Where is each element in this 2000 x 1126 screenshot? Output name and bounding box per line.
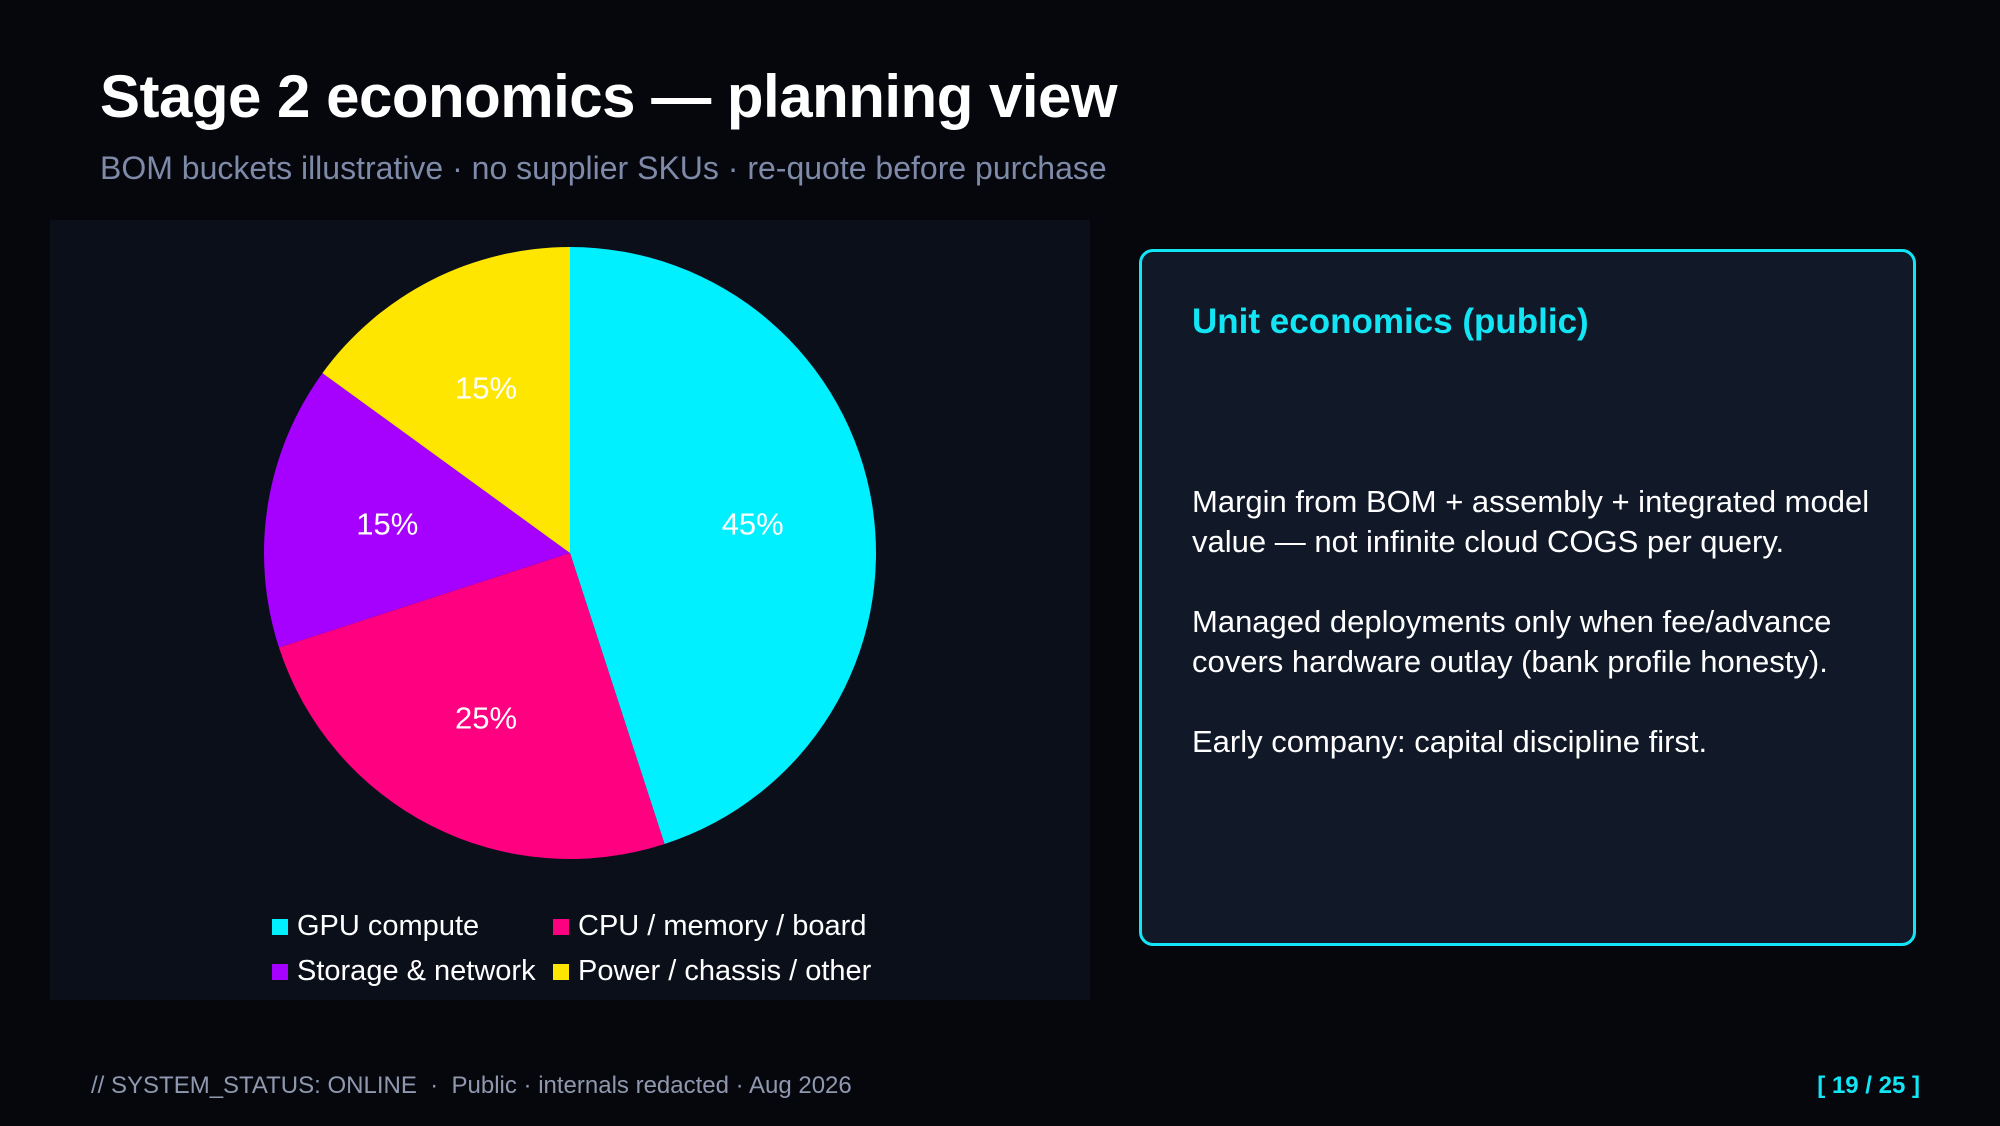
legend-swatch <box>553 918 569 935</box>
legend-item: GPU compute <box>272 910 553 943</box>
slide-subtitle: BOM buckets illustrative · no supplier S… <box>100 150 1107 186</box>
legend-label: Power / chassis / other <box>578 955 872 987</box>
legend-swatch <box>272 918 288 935</box>
card-title: Unit economics (public) <box>1192 302 1589 341</box>
slice-cpu-memory-board <box>278 553 665 860</box>
slice-data-label: 25% <box>455 700 517 735</box>
unit-economics-card: Unit economics (public) Margin from BOM … <box>1139 249 1916 946</box>
card-paragraph: Margin from BOM + assembly + integrated … <box>1192 484 1870 559</box>
chart-legend: GPU compute CPU / memory / board Storage &… <box>272 910 873 988</box>
pie-chart: 45% 25% 15% 15% <box>264 246 876 860</box>
legend-swatch <box>272 963 288 980</box>
card-paragraph: Managed deployments only when fee/advanc… <box>1192 604 1832 679</box>
slice-storage-network <box>264 373 570 648</box>
slide-title: Stage 2 economics — planning view <box>100 63 1118 130</box>
slice-data-label: 15% <box>455 371 517 406</box>
slice-power-chassis-other <box>322 246 570 553</box>
legend-item: Power / chassis / other <box>553 955 873 988</box>
legend-label: Storage & network <box>297 955 536 987</box>
slice-data-label: 15% <box>356 507 418 542</box>
chart-panel: 45% 25% 15% 15% GPU compute CPU / memory / b… <box>50 220 1090 1000</box>
slice-data-label: 45% <box>722 507 784 542</box>
page-indicator: [ 19 / 25 ] <box>1817 1072 1920 1099</box>
legend-item: Storage & network <box>272 955 553 988</box>
slice-gpu-compute <box>570 247 876 845</box>
card-paragraph: Early company: capital discipline first. <box>1192 724 1708 759</box>
card-body: Margin from BOM + assembly + integrated … <box>1192 482 1882 802</box>
legend-item: CPU / memory / board <box>553 910 873 943</box>
legend-swatch <box>553 963 569 980</box>
legend-label: CPU / memory / board <box>578 910 867 942</box>
footer-status: // SYSTEM_STATUS: ONLINE · Public · inte… <box>91 1072 852 1099</box>
legend-label: GPU compute <box>297 910 480 942</box>
